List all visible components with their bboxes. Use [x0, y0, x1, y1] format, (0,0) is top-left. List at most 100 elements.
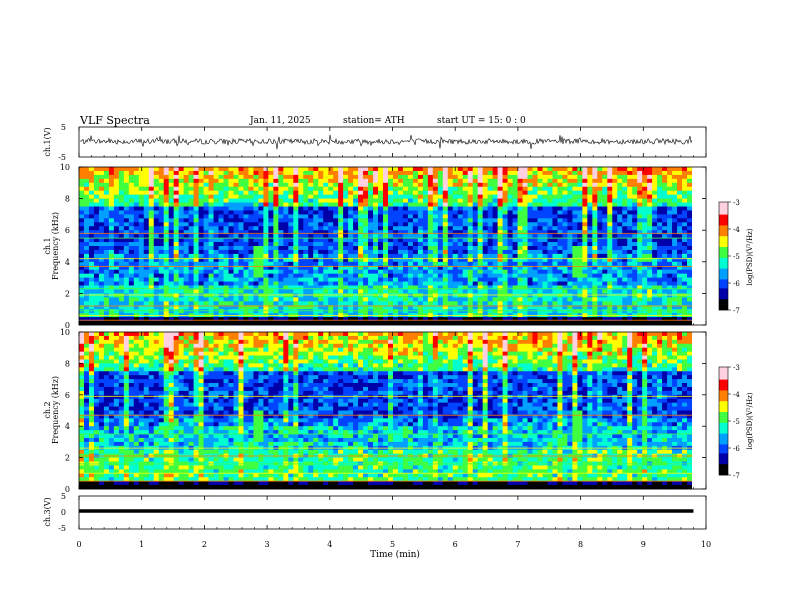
ch1-spectrogram-cell — [173, 198, 179, 203]
ch1-spectrogram-cell — [253, 182, 259, 188]
ch1-spectrogram-cell — [193, 226, 199, 231]
ch1-spectrogram-cell — [363, 289, 369, 294]
ch1-spectrogram-cell — [358, 238, 364, 243]
ch1-spectrogram-cell — [527, 309, 533, 314]
ch1-spectrogram-cell — [163, 269, 169, 274]
ch1-spectrogram-cell — [557, 174, 563, 180]
ch1-spectrogram-cell — [318, 238, 324, 243]
ch1-spectrogram-cell — [647, 226, 653, 231]
ch1-spectrogram-cell — [477, 317, 483, 322]
ch1-spectrogram-cell — [173, 226, 179, 231]
ch1-spectrogram-cell — [98, 218, 105, 223]
ch1-spectrogram-cell — [427, 238, 434, 243]
ch1-spectrogram-cell — [507, 238, 513, 243]
ch1-spectrogram-cell — [552, 202, 558, 207]
ch1-spectrogram-cell — [427, 265, 434, 270]
ch1-spectrogram-cell — [208, 218, 214, 223]
ch1-spectrogram-cell — [123, 289, 130, 294]
ch1-spectrogram-cell — [462, 226, 469, 231]
ch1-spectrogram-cell — [308, 242, 314, 247]
ch1-spectrogram-cell — [198, 230, 204, 235]
ch1-spectrogram-cell — [238, 178, 244, 184]
ch1-spectrogram-cell — [562, 210, 568, 215]
ch1-spectrogram-cell — [98, 265, 105, 270]
ch1-spectrogram-cell — [607, 174, 613, 180]
ch1-spectrogram-cell — [333, 265, 339, 270]
ch1-spectrogram-cell — [487, 305, 493, 310]
ch1-spectrogram-cell — [253, 309, 259, 314]
ch1-spectrogram-cell — [612, 277, 618, 282]
ch1-spectrogram-cell — [422, 226, 429, 231]
ch1-spectrogram-cell — [383, 214, 389, 219]
ch1-spectrogram-cell — [188, 273, 194, 278]
ch1-spectrogram-cell — [687, 246, 693, 251]
ch1-spectrogram-cell — [487, 289, 493, 294]
ch1-spectrogram-cell — [283, 214, 289, 219]
ch1-spectrogram-cell — [383, 265, 389, 270]
ch1-spectrogram-cell — [552, 242, 558, 247]
ch1-spectrogram-cell — [123, 178, 130, 184]
ch1-spectrogram-cell — [492, 167, 498, 172]
ch1-spectrogram-cell — [647, 281, 653, 286]
ch1-spectrogram-cell — [103, 265, 110, 270]
ch1-spectrogram-cell — [118, 301, 125, 306]
ch1-spectrogram-cell — [512, 281, 518, 286]
ch1-spectrogram-cell — [118, 317, 125, 322]
ch1-spectrogram-cell — [452, 253, 459, 259]
ch1-spectrogram-cell — [492, 249, 498, 255]
ch1-spectrogram-cell — [208, 289, 214, 294]
ch1-spectrogram-cell — [502, 222, 508, 227]
ch1-spectrogram-cell — [647, 214, 653, 219]
ch1-spectrogram-cell — [432, 182, 439, 188]
ch1-spectrogram-cell — [547, 174, 553, 180]
ch1-spectrogram-cell — [592, 261, 598, 267]
ch1-spectrogram-cell — [318, 226, 324, 231]
ch1-spectrogram-cell — [313, 317, 319, 322]
ch1-spectrogram-cell — [462, 261, 469, 267]
ch1-spectrogram-cell — [383, 190, 389, 195]
ch1-spectrogram-cell — [213, 301, 219, 306]
ch1-spectrogram-cell — [547, 222, 553, 227]
ch1-spectrogram-cell — [542, 253, 548, 259]
ch1-spectrogram-cell — [188, 198, 194, 203]
ch1-spectrogram-cell — [103, 222, 110, 227]
ch1-spectrogram-cell — [323, 210, 329, 215]
ch1-spectrogram-cell — [507, 210, 513, 215]
ch1-spectrogram-cell — [497, 170, 503, 176]
ch1-spectrogram-cell — [153, 178, 160, 184]
ch1-spectrogram-cell — [612, 242, 618, 247]
ch1-spectrogram-cell — [657, 230, 663, 235]
ch1-spectrogram-cell — [163, 214, 169, 219]
ch1-spectrogram-cell — [173, 305, 179, 310]
ch1-spectrogram-cell — [447, 273, 454, 278]
ch1-spectrogram-cell — [672, 261, 678, 267]
ch1-spectrogram-cell — [417, 273, 424, 278]
ch1-spectrogram-cell — [363, 202, 369, 207]
ch1-spectrogram-cell — [642, 190, 648, 195]
ch1-spectrogram-cell — [268, 269, 274, 274]
ch1-spectrogram-cell — [672, 249, 678, 255]
ch1-spectrogram-cell — [138, 206, 145, 211]
ch1-spectrogram-cell — [667, 194, 673, 199]
ch1-spectrogram-cell — [432, 222, 439, 227]
ch1-spectrogram-cell — [248, 285, 254, 290]
ch1-spectrogram-cell — [93, 186, 100, 191]
ch1-spectrogram-cell — [582, 194, 588, 199]
ch1-spectrogram-cell — [437, 238, 444, 243]
ch1-spectrogram-cell — [682, 178, 688, 184]
ch1-spectrogram-cell — [83, 167, 90, 172]
ch1-spectrogram-cell — [368, 249, 374, 255]
ch1-spectrogram-cell — [178, 202, 184, 207]
ch1-spectrogram-cell — [208, 222, 214, 227]
ch1-spectrogram-cell — [133, 194, 140, 199]
ch1-spectrogram-cell — [268, 167, 274, 172]
ch1-spectrogram-cell — [83, 198, 90, 203]
ch1-spectrogram-cell — [667, 214, 673, 219]
ch1-spectrogram-cell — [248, 265, 254, 270]
ch1-spectrogram-cell — [447, 261, 454, 267]
ch1-spectrogram-cell — [103, 273, 110, 278]
ch1-spectrogram-cell — [318, 273, 324, 278]
ch1-spectrogram-cell — [193, 214, 199, 219]
ch1-spectrogram-cell — [193, 289, 199, 294]
ch1-spectrogram-cell — [477, 277, 483, 282]
